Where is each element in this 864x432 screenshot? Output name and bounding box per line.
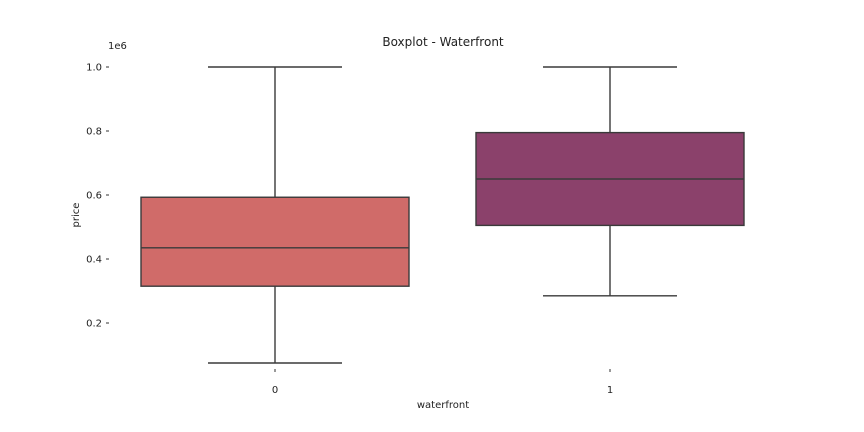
y-axis-label: price <box>71 203 82 228</box>
box-1 <box>475 66 745 297</box>
y-axis-offset-label: 1e6 <box>108 41 127 52</box>
x-tick-label: 1 <box>607 385 613 396</box>
y-tick-label: 0.2 <box>86 319 102 330</box>
y-tick-label: 0.6 <box>86 191 102 202</box>
box-0 <box>140 66 410 364</box>
y-tick-label: 0.4 <box>86 255 102 266</box>
y-tick-label: 1.0 <box>86 63 102 74</box>
y-axis-ticks: 0.2 0.4 0.6 0.8 1.0 <box>86 63 109 330</box>
boxes-layer <box>140 66 745 364</box>
y-tick-label: 0.8 <box>86 127 102 138</box>
iqr-box <box>140 196 410 287</box>
chart-title: Boxplot - Waterfront <box>382 35 504 49</box>
x-axis-label: waterfront <box>417 400 469 411</box>
x-tick-label: 0 <box>272 385 278 396</box>
